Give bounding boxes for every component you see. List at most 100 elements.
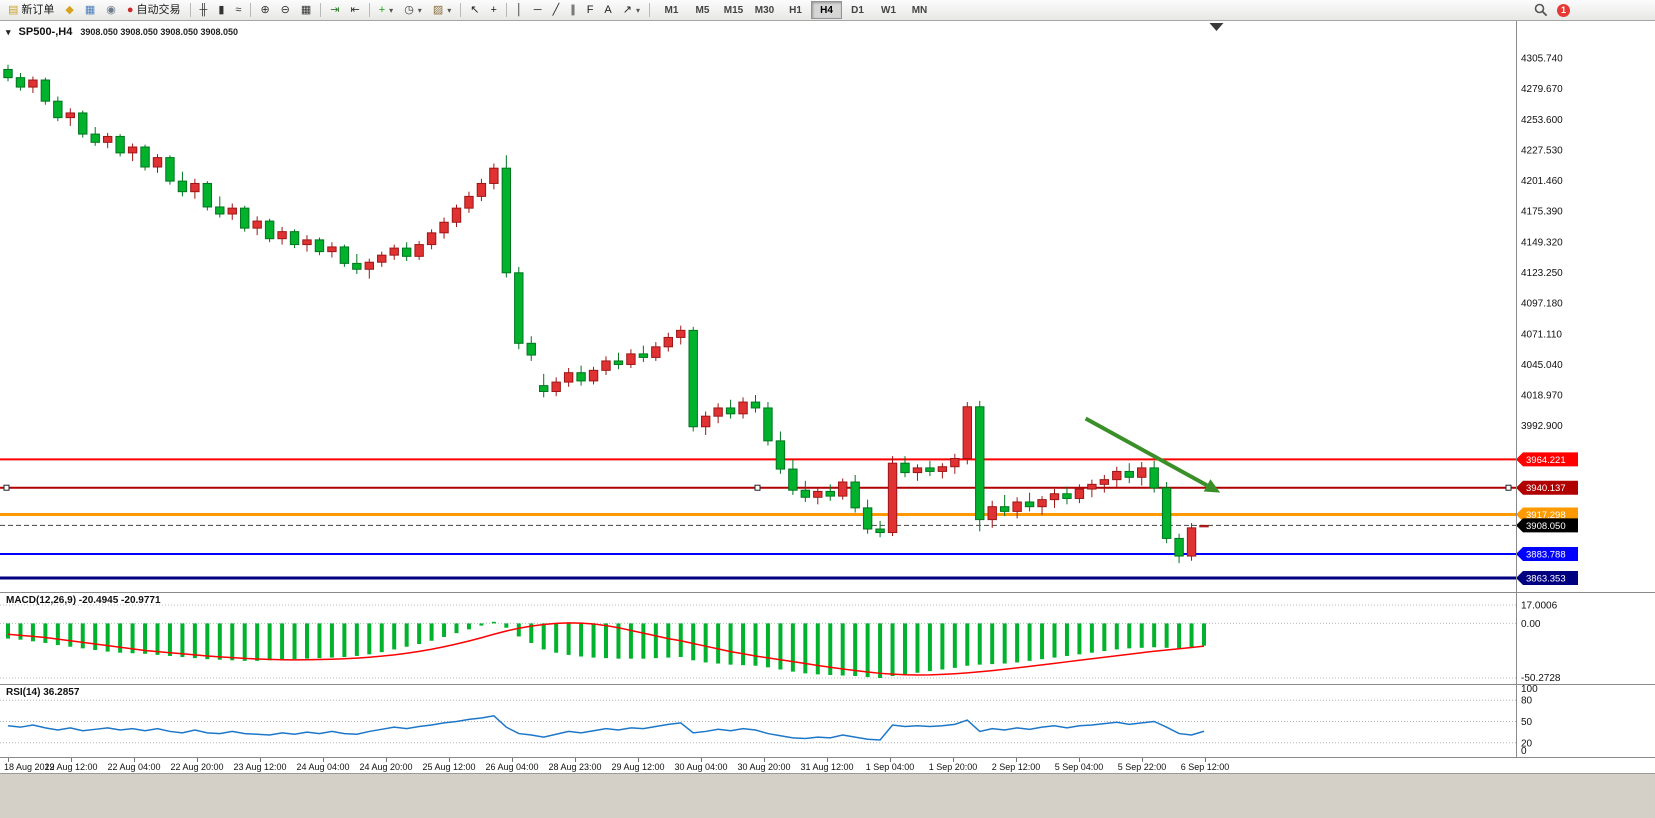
candle-body <box>713 407 723 417</box>
timeframe-group: M1 M5 M15 M30 H1 H4 D1 W1 MN <box>656 1 935 19</box>
vertical-line-button[interactable]: │ <box>511 1 528 20</box>
profiles-button[interactable]: ◆ <box>60 1 78 20</box>
toolbar-separator <box>649 3 650 17</box>
channel-button[interactable]: ∥ <box>565 1 581 20</box>
candle-body <box>950 457 960 468</box>
time-axis-label: 2 Sep 12:00 <box>991 762 1041 772</box>
selection-handle[interactable] <box>3 484 10 491</box>
candle-body <box>1037 499 1047 508</box>
candle-body <box>688 329 698 428</box>
chevron-down-icon[interactable]: ▾ <box>417 5 422 15</box>
candle-body <box>327 246 337 253</box>
time-axis-tick <box>890 758 891 762</box>
candle-body <box>240 207 250 229</box>
candle-body <box>28 79 38 88</box>
fibonacci-button[interactable]: F <box>582 1 599 20</box>
candle-body <box>451 207 462 223</box>
auto-scroll-button[interactable]: ⇥ <box>325 1 344 20</box>
time-axis[interactable]: 18 Aug 2022 19 Aug 12:00 22 Aug 04:00 22 Au… <box>0 757 1655 773</box>
text-icon: A <box>604 3 612 16</box>
timeframe-m15[interactable]: M15 <box>723 4 744 16</box>
timeframe-d1[interactable]: D1 <box>851 4 864 16</box>
trendline-button[interactable]: ╱ <box>548 1 565 20</box>
time-axis-label: 18 Aug 2022 <box>4 762 55 772</box>
notification-badge[interactable]: 1 <box>1557 3 1570 17</box>
fibonacci-icon: F <box>586 3 594 16</box>
candle-body <box>115 135 125 154</box>
time-axis-label: 26 Aug 04:00 <box>485 762 539 772</box>
candle-body <box>937 466 948 472</box>
price-axis-tick: 4253.600 <box>1521 115 1563 126</box>
selection-handle[interactable] <box>754 484 761 491</box>
candle-body <box>962 406 972 459</box>
timeframe-m1[interactable]: M1 <box>664 4 679 16</box>
selection-handle[interactable] <box>1505 484 1512 491</box>
trend-arrow-head-icon[interactable] <box>1203 479 1221 493</box>
arrows-button[interactable]: ↗ ▾ <box>618 1 645 20</box>
candlesticks <box>3 64 1209 564</box>
macd-panel[interactable]: 17.0006 0.00 -50.2728 <box>0 592 1655 684</box>
trend-arrow-line[interactable] <box>1084 416 1209 488</box>
chart-shift-marker-icon[interactable] <box>1209 23 1224 31</box>
candle-body <box>1174 537 1184 557</box>
candlestick-chart-button[interactable]: ▮ <box>213 1 229 20</box>
toolbar-items: ▤ 新订单 ◆ ▦ ◉ ● 自动交易 ╫ ▮ ≈ ⊕ ⊖ ▦ ⇥ ⇤ + ▾ ◷ ▾ ▨ ▾ ↖ + │ ─ ╱ ∥ F A ↗ ▾ <box>3 1 653 20</box>
crosshair-button[interactable]: + <box>485 1 501 20</box>
cursor-button[interactable]: ↖ <box>465 1 484 20</box>
price-axis-tick: 4305.740 <box>1521 54 1563 65</box>
chart-area[interactable]: 4305.740 4279.670 4253.600 4227.530 4201.460… <box>0 20 1655 773</box>
current-price-badge-label: 3908.050 <box>1526 521 1566 532</box>
chevron-down-icon[interactable]: ▾ <box>389 5 394 15</box>
timeframe-h1[interactable]: H1 <box>789 4 802 16</box>
horizontal-line-button[interactable]: ─ <box>529 1 547 20</box>
candle-body <box>78 112 88 135</box>
text-button[interactable]: A <box>599 1 616 20</box>
price-badge <box>1516 570 1578 585</box>
chart-shift-button[interactable]: ⇤ <box>346 1 365 20</box>
sound-button[interactable]: ◉ <box>101 1 121 20</box>
timeframe-w1[interactable]: W1 <box>881 4 896 16</box>
templates-icon: ▨ <box>432 3 444 16</box>
data-window-button[interactable]: ▦ <box>80 1 100 20</box>
time-axis-label: 29 Aug 12:00 <box>611 762 665 772</box>
macd-histogram <box>6 621 1206 678</box>
candle-body <box>414 244 424 257</box>
time-axis-label: 25 Aug 12:00 <box>422 762 476 772</box>
autotrading-button[interactable]: ● 自动交易 <box>122 1 186 20</box>
timeframe-m5[interactable]: M5 <box>695 4 710 16</box>
timeframe-m30[interactable]: M30 <box>754 4 775 16</box>
candle-body <box>252 220 262 229</box>
time-axis-tick <box>449 758 450 762</box>
templates-button[interactable]: ▨ ▾ <box>428 1 456 20</box>
search-icon[interactable] <box>1534 3 1548 17</box>
bar-chart-button[interactable]: ╫ <box>195 1 213 20</box>
candle-body <box>140 146 150 168</box>
price-axis-tick: 4175.390 <box>1521 207 1563 218</box>
zoom-out-button[interactable]: ⊖ <box>276 1 295 20</box>
price-chart[interactable]: 4305.740 4279.670 4253.600 4227.530 4201.460… <box>0 20 1655 592</box>
time-axis-tick <box>323 758 324 762</box>
chevron-down-icon[interactable]: ▾ <box>635 5 640 15</box>
new-order-button[interactable]: ▤ 新订单 <box>3 1 59 20</box>
indicators-icon: + <box>378 3 386 16</box>
one-click-trading-toggle-icon[interactable]: ▾ <box>6 26 11 37</box>
indicators-button[interactable]: + ▾ <box>374 1 398 20</box>
chevron-down-icon[interactable]: ▾ <box>447 5 452 15</box>
tile-windows-button[interactable]: ▦ <box>296 1 316 20</box>
zoom-in-button[interactable]: ⊕ <box>255 1 274 20</box>
periods-button[interactable]: ◷ ▾ <box>399 1 427 20</box>
candle-body <box>1049 493 1060 501</box>
toolbar-separator <box>368 3 370 17</box>
candle-body <box>975 406 985 521</box>
time-axis-label: 24 Aug 20:00 <box>359 762 413 772</box>
macd-signal-line <box>7 622 1205 676</box>
trendline-icon: ╱ <box>552 3 560 16</box>
candle-body <box>987 506 997 521</box>
time-axis-tick <box>701 758 702 762</box>
timeframe-mn[interactable]: MN <box>911 4 928 16</box>
candle-body <box>215 206 225 215</box>
candle-body <box>1074 488 1085 499</box>
line-chart-button[interactable]: ≈ <box>230 1 246 20</box>
timeframe-h4[interactable]: H4 <box>811 1 842 19</box>
